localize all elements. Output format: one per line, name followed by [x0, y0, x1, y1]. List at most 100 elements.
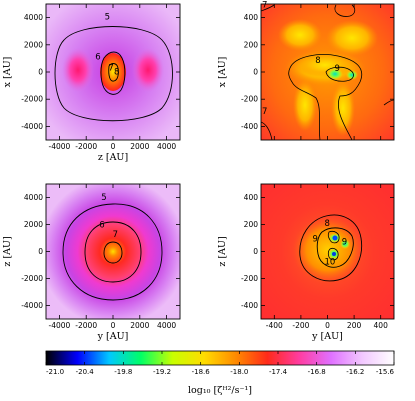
heatmap-spot	[346, 70, 358, 80]
colorbar-tick-label: -19.2	[153, 368, 171, 376]
colorbar-tick-label: -16.8	[308, 368, 326, 376]
contour-6	[100, 51, 126, 95]
y-axis-label: z [AU]	[2, 236, 13, 266]
y-axis-label: x [AU]	[2, 57, 13, 88]
y-axis-label: z [AU]	[217, 236, 228, 266]
heatmap-field	[46, 184, 180, 319]
x-tick-label: 400	[374, 321, 389, 330]
colorbar-tick-label: -20.4	[76, 368, 95, 376]
y-tick-label: 200	[244, 220, 259, 229]
y-tick-label: 0	[253, 68, 258, 77]
heatmap-blob	[278, 19, 322, 51]
panel-bottom-right	[261, 184, 394, 319]
contour-10	[327, 248, 339, 261]
x-tick-label: 4000	[157, 321, 176, 330]
heatmap-lobe-right	[132, 48, 164, 92]
axes-bottom-right: -400 -200 0 200 400 400 200 0 -200 -400 y [AU] z [A…	[217, 183, 395, 342]
panel-top-right	[261, 4, 394, 140]
colorbar-tick-label: -19.8	[114, 368, 132, 376]
colorbar: -21.0 -20.4 -19.8 -19.2 -18.6 -18.0 -17.4 -16.8…	[45, 350, 395, 396]
heatmap-blob	[331, 80, 355, 136]
contour-8-upper	[334, 4, 356, 17]
contour-label: 8	[114, 67, 119, 77]
heatmap-spot	[327, 68, 343, 80]
y-tick-label: 0	[38, 247, 43, 256]
contour-8	[299, 214, 363, 282]
heatmap-spot-peak	[332, 235, 338, 241]
x-tick-label: 0	[111, 142, 116, 151]
heatmap-blob	[326, 20, 378, 56]
axes-top-right: 400 200 0 -200 -400 x [AU] 7 8 9 7	[217, 1, 395, 141]
contour-label: 10	[325, 258, 336, 268]
colorbar-label: log₁₀ [ζᴴ²/s⁻¹]	[188, 385, 252, 396]
x-tick-label: -2000	[75, 142, 97, 151]
contour-7	[108, 63, 119, 82]
contour-6	[84, 221, 142, 283]
colorbar-tick-label: -21.0	[46, 368, 64, 376]
x-tick-label: -4000	[49, 142, 71, 151]
x-tick-label: 0	[325, 321, 330, 330]
contour-label: 6	[99, 221, 104, 231]
y-tick-label: 0	[38, 68, 43, 77]
x-tick-label: -4000	[49, 321, 71, 330]
axes-layer: -4000 -2000 0 2000 4000400020000-2000-4000z …	[2, 1, 395, 342]
y-tick-label: -200	[241, 274, 258, 283]
contour-5	[54, 26, 173, 122]
contour-label: 7	[108, 63, 113, 73]
contour-7	[103, 241, 123, 264]
x-tick-label: -400	[266, 321, 283, 330]
y-tick-label: -2000	[21, 274, 43, 283]
contour-10	[327, 231, 340, 244]
y-tick-label: 4000	[24, 13, 43, 22]
x-tick-label: 2000	[130, 321, 149, 330]
colorbar-tick-label: -18.6	[192, 368, 211, 376]
axes-bottom-left: -4000 -2000 0 2000 4000 4000 2000 0 -2000 -4000 y …	[2, 183, 181, 342]
colorbar-tick-label: -16.2	[346, 368, 364, 376]
y-tick-label: 4000	[24, 193, 43, 202]
contour-5	[62, 203, 163, 301]
heatmap-blob	[295, 53, 355, 77]
y-tick-label: -4000	[21, 301, 43, 310]
contour-label: 5	[105, 12, 110, 22]
y-tick-label: -4000	[21, 122, 43, 131]
x-tick-label: 200	[347, 321, 362, 330]
heatmap-spot-peak	[332, 252, 336, 256]
contour-8	[288, 54, 363, 140]
x-tick-label: -2000	[75, 321, 97, 330]
contour-label: 7	[262, 1, 267, 11]
x-tick-label: 4000	[157, 142, 176, 151]
contour-label: 8	[325, 219, 330, 229]
x-tick-label: 2000	[130, 142, 149, 151]
contour-label: 7	[113, 230, 118, 240]
y-tick-label: -200	[241, 95, 258, 104]
contour-label: 9	[342, 237, 347, 247]
heatmap-blob	[293, 79, 317, 131]
heatmap-core	[292, 216, 364, 284]
contour-7-right	[383, 99, 394, 106]
y-tick-label: 2000	[24, 220, 43, 229]
axes-top-left: -4000 -2000 0 2000 4000 4000 2000 0 -2000 -4000 z …	[2, 3, 181, 163]
contour-label: 6	[95, 52, 100, 62]
panel-bottom-left	[46, 184, 180, 319]
colorbar-tick-label: -18.0	[230, 368, 248, 376]
heatmap-core	[100, 53, 126, 91]
y-tick-label: -2000	[21, 95, 43, 104]
y-tick-label: 0	[253, 247, 258, 256]
colorbar-tick-label: -15.6	[376, 368, 395, 376]
contour-label: 8	[315, 56, 320, 66]
y-tick-label: 2000	[24, 40, 43, 49]
contour-label: 5	[101, 193, 106, 203]
colorbar-gradient	[45, 350, 395, 366]
contour-label: 9	[313, 235, 318, 245]
contour-7-lower	[261, 121, 273, 140]
colorbar-tick-label: -17.4	[269, 368, 288, 376]
y-tick-label: -400	[241, 301, 258, 310]
colorbar-ticks: -21.0 -20.4 -19.8 -19.2 -18.6 -18.0 -17.4 -16.8…	[45, 351, 395, 376]
contour-9	[325, 66, 354, 82]
y-tick-label: -400	[241, 122, 258, 131]
y-tick-label: 200	[244, 40, 259, 49]
x-tick-label: 0	[111, 321, 116, 330]
panel-top-left	[46, 4, 180, 140]
y-tick-label: 400	[244, 13, 259, 22]
